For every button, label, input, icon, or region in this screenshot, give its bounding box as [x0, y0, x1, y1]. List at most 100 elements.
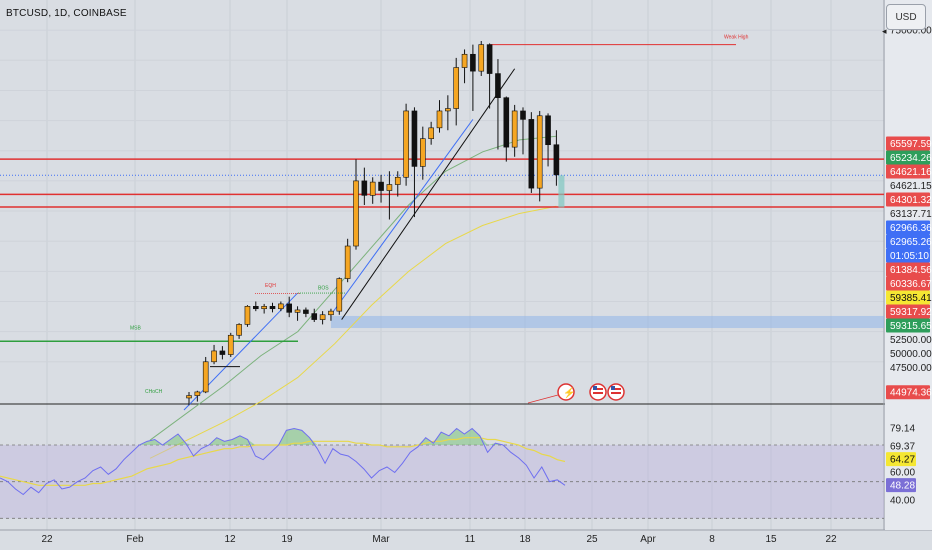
time-tick-label: Feb [126, 534, 144, 545]
zone-rect [330, 315, 884, 329]
price-tag: 64301.32 [890, 195, 932, 206]
price-tag-bg [886, 150, 930, 165]
choch-label: CHoCH [145, 389, 163, 395]
price-tag: 75000.00 [890, 26, 932, 37]
price-tag-bg [886, 220, 930, 235]
flag-stripe [611, 392, 621, 394]
price-tag: 63137.71 [890, 209, 932, 220]
time-tick-label: 22 [825, 534, 837, 545]
rsi-band [0, 445, 884, 519]
rsi-tag: 79.14 [890, 424, 915, 435]
candle-body [278, 303, 284, 310]
price-tag: 59385.41 [890, 293, 932, 304]
bos-label: BOS [318, 285, 329, 291]
candle-body [303, 309, 309, 314]
rsi-overbought-fill [0, 428, 565, 445]
candle-body [361, 180, 368, 196]
price-tag-bg [886, 248, 930, 263]
price-tag: 62966.36 [890, 223, 932, 234]
candle-body [470, 53, 476, 72]
rsi-panel [0, 427, 884, 519]
price-tag: 64621.16 [890, 167, 932, 178]
time-tick-label: 12 [224, 534, 236, 545]
price-tag-bg [886, 136, 930, 151]
bolt-icon [557, 383, 575, 401]
axis-arrow-icon: ◂ [882, 26, 887, 36]
candle-body [528, 119, 535, 189]
candle-body [219, 350, 226, 355]
rsi-tag: 40.00 [890, 496, 915, 507]
price-tag: 61384.56 [890, 265, 932, 276]
time-tick-label: 18 [519, 534, 531, 545]
candle-body [386, 184, 393, 191]
flag-stripe [611, 388, 621, 390]
candle-body [236, 324, 242, 336]
candle-body [478, 44, 485, 72]
time-tick-label: 15 [765, 534, 777, 545]
candle-body [453, 67, 460, 109]
candle-body [545, 115, 551, 146]
price-tag-bg [886, 234, 930, 249]
msb-label: MSB [130, 325, 142, 331]
price-tag-bg [886, 262, 930, 277]
time-tick-label: 19 [281, 534, 293, 545]
projection-box [558, 175, 565, 208]
candle-body [520, 110, 526, 120]
signal-connector [527, 394, 559, 404]
price-tag-bg [886, 318, 930, 333]
moving-averages [149, 135, 557, 459]
candle-body [486, 44, 493, 74]
ma-slow-line [149, 205, 557, 459]
candle-body [411, 110, 418, 167]
time-tick-label: Mar [372, 534, 390, 545]
rsi-tag: 64.27 [890, 455, 915, 466]
candle-body [344, 245, 351, 279]
candle-body [378, 181, 384, 191]
rsi-ma-line [0, 437, 566, 486]
flag-stripe [593, 392, 603, 394]
time-tick-label: 8 [709, 534, 715, 545]
price-tag-bg [886, 290, 930, 305]
rsi-tag-bg [886, 478, 916, 493]
rsi-line [0, 427, 566, 496]
price-tag: 64621.15 [890, 181, 932, 192]
currency-button[interactable]: USD [886, 4, 926, 30]
flag-canton [611, 386, 615, 390]
time-axis[interactable]: 22 Feb 12 19 Mar 11 18 25 Apr 8 15 22 [41, 534, 837, 545]
flag-stripe [593, 388, 603, 390]
candlesticks [186, 41, 565, 406]
candle-body [403, 110, 409, 178]
candle-body [536, 115, 543, 189]
symbol-title: BTCUSD, 1D, COINBASE [6, 8, 127, 19]
candle-body [394, 176, 401, 185]
trend-line-blue-2 [330, 119, 474, 316]
candle-body [503, 97, 510, 148]
candle-body [445, 108, 451, 112]
candle-body [428, 127, 434, 139]
price-tag-bg [886, 164, 930, 179]
grid-lines [0, 0, 932, 531]
candle-body [311, 313, 318, 320]
time-tick-label: 25 [586, 534, 598, 545]
flag-canton [593, 386, 597, 390]
eqh-label: EQH [265, 283, 276, 289]
trend-line-black [341, 68, 516, 320]
bolt-glyph: ⚡ [563, 386, 575, 399]
horizontal-levels: Weak High MSB [0, 35, 884, 343]
candle-body [294, 309, 301, 313]
candle-body [211, 350, 217, 363]
price-tag: 52500.00 [890, 335, 932, 346]
candle-body [227, 334, 234, 355]
price-tag: 50000.00 [890, 349, 932, 360]
candle-body [186, 395, 192, 399]
candle-body [261, 306, 267, 310]
candle-body [319, 314, 326, 320]
price-tag: 65597.59 [890, 139, 932, 150]
candle-body [253, 306, 259, 310]
time-tick-label: Apr [640, 534, 656, 545]
weak-high-label: Weak High [724, 35, 749, 41]
candle-body [194, 391, 201, 396]
price-axis[interactable]: 75000.00 65597.59 65234.26 64621.16 64621.15… [882, 0, 932, 530]
rsi-tag: 69.37 [890, 442, 915, 453]
